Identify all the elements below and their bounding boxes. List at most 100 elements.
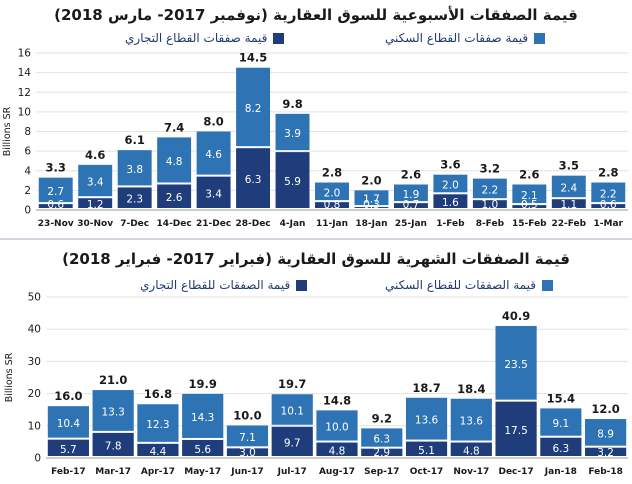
x-tick-label: Jul-17 — [277, 467, 307, 477]
bar-residential — [405, 397, 448, 440]
bar-residential — [275, 113, 310, 151]
data-label-residential: 4.6 — [205, 149, 222, 161]
data-label-commercial: 0.6 — [47, 199, 64, 211]
legend-label-commercial: قيمة صفقات القطاع التجاري — [125, 31, 268, 45]
data-label-total: 19.9 — [189, 377, 217, 391]
data-label-total: 40.9 — [502, 309, 530, 323]
data-label-total: 9.2 — [372, 411, 392, 425]
data-label-total: 4.6 — [85, 148, 105, 162]
y-tick-label: 6 — [24, 146, 31, 158]
data-label-commercial: 3.4 — [205, 188, 222, 200]
data-label-total: 14.5 — [239, 51, 267, 65]
data-label-commercial: 6.3 — [552, 443, 569, 455]
bar-residential — [226, 425, 269, 447]
bar-commercial — [450, 442, 492, 456]
data-label-residential: 8.9 — [597, 428, 614, 440]
data-label-total: 16.0 — [54, 389, 82, 403]
y-tick-label: 20 — [28, 388, 41, 400]
data-label-residential: 10.0 — [325, 421, 348, 433]
bar-residential — [361, 428, 403, 447]
data-label-commercial: 5.9 — [284, 176, 301, 188]
data-label-total: 12.0 — [591, 402, 619, 416]
x-tick-label: 8-Feb — [476, 219, 505, 229]
data-label-residential: 2.2 — [482, 184, 499, 196]
legend-label-residential: قيمة صفقات القطاع السكني — [385, 31, 529, 45]
x-tick-label: 15-Feb — [512, 219, 547, 229]
data-label-residential: 3.8 — [126, 164, 143, 176]
data-label-total: 7.4 — [164, 120, 184, 134]
y-tick-label: 4 — [24, 165, 31, 177]
bar-commercial — [137, 443, 179, 456]
data-label-residential: 12.3 — [146, 419, 169, 431]
y-tick-label: 14 — [18, 67, 32, 79]
bar-commercial — [47, 439, 89, 456]
data-label-residential: 9.1 — [552, 418, 569, 430]
bar-commercial — [433, 194, 468, 208]
x-tick-label: 28-Dec — [235, 219, 270, 229]
bar-residential — [433, 174, 468, 193]
bar-commercial — [361, 448, 403, 456]
bar-commercial — [495, 401, 537, 456]
data-label-total: 19.7 — [278, 377, 306, 391]
bar-commercial — [78, 198, 113, 208]
data-label-residential: 1.9 — [403, 189, 420, 201]
data-label-total: 3.2 — [480, 162, 500, 176]
bar-residential — [271, 394, 313, 425]
x-tick-label: 25-Jan — [395, 219, 427, 229]
data-label-commercial: 0.6 — [600, 199, 617, 211]
data-label-total: 2.8 — [322, 166, 342, 180]
data-label-total: 9.8 — [282, 97, 302, 111]
x-tick-label: 23-Nov — [38, 219, 74, 229]
y-axis-label: Billions SR — [2, 106, 13, 156]
x-tick-label: Dec-17 — [498, 467, 533, 477]
legend-swatch-commercial — [296, 279, 308, 291]
bar-commercial — [472, 200, 507, 208]
data-label-commercial: 2.6 — [166, 192, 183, 204]
data-label-total: 2.0 — [361, 173, 381, 187]
bar-commercial — [393, 203, 428, 208]
data-label-commercial: 0.5 — [521, 199, 538, 211]
data-label-commercial: 5.7 — [60, 444, 77, 456]
y-axis-label: Billions SR — [4, 352, 15, 402]
data-label-commercial: 4.4 — [150, 446, 167, 458]
data-label-residential: 7.1 — [239, 432, 256, 444]
data-label-total: 15.4 — [547, 391, 575, 405]
weekly-chart-panel: قيمة الصفقات الأسبوعية للسوق العقارية (ن… — [0, 0, 632, 240]
data-label-residential: 13.3 — [101, 406, 124, 418]
data-label-residential: 13.6 — [415, 415, 439, 427]
data-label-total: 2.6 — [401, 167, 421, 181]
data-label-residential: 13.6 — [460, 416, 484, 428]
bar-residential — [182, 393, 224, 438]
x-tick-label: Mar-17 — [95, 467, 131, 477]
data-label-commercial: 0.8 — [324, 199, 341, 211]
bar-residential — [512, 184, 547, 204]
data-label-commercial: 5.1 — [418, 445, 435, 457]
bar-commercial — [38, 204, 73, 208]
x-tick-label: Oct-17 — [410, 467, 444, 477]
data-label-total: 2.8 — [598, 166, 618, 180]
data-label-residential: 2.0 — [324, 187, 341, 199]
bar-commercial — [271, 426, 313, 456]
data-label-commercial: 4.8 — [463, 445, 480, 457]
panel-divider — [0, 238, 632, 240]
monthly-legend-commercial: قيمة الصفقات للقطاع التجاري — [140, 278, 308, 292]
bar-residential — [92, 390, 134, 431]
weekly-chart-title: قيمة الصفقات الأسبوعية للسوق العقارية (ن… — [54, 6, 578, 24]
data-label-commercial: 9.7 — [284, 437, 301, 449]
y-tick-label: 10 — [28, 420, 41, 432]
bar-commercial — [315, 202, 349, 208]
bar-residential — [540, 408, 582, 436]
bar-commercial — [591, 204, 626, 208]
x-tick-label: 18-Jan — [355, 219, 387, 229]
x-tick-label: Aug-17 — [319, 467, 355, 477]
data-label-total: 6.1 — [124, 133, 144, 147]
bar-residential — [117, 150, 152, 186]
bar-commercial — [226, 448, 269, 456]
bar-commercial — [157, 184, 192, 208]
bar-residential — [551, 175, 586, 198]
x-tick-label: Jun-17 — [230, 467, 263, 477]
data-label-commercial: 6.3 — [245, 174, 262, 186]
data-label-residential: 6.3 — [373, 434, 390, 446]
data-label-total: 3.3 — [46, 161, 66, 175]
data-label-residential: 8.2 — [245, 103, 262, 115]
